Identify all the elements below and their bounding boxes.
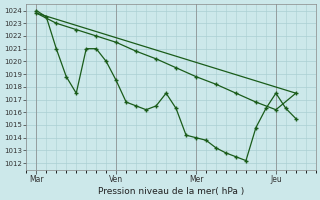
X-axis label: Pression niveau de la mer( hPa ): Pression niveau de la mer( hPa ) [98, 187, 244, 196]
